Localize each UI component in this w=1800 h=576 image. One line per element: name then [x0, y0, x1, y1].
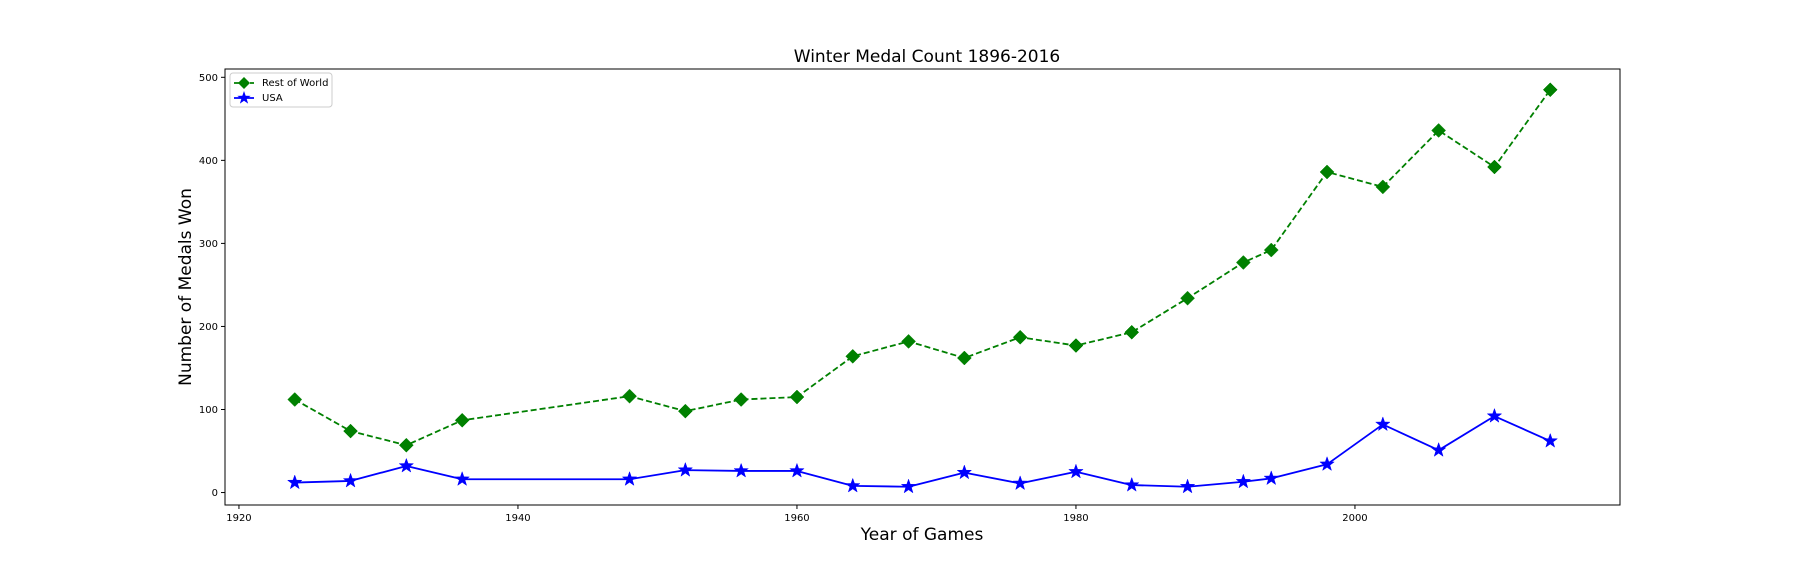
legend-box	[229, 72, 333, 108]
series-layer	[286, 82, 1559, 494]
legend-label-rest-of-world: Rest of World	[262, 78, 328, 89]
data-point-usa	[1542, 432, 1559, 448]
y-tick-label: 100	[199, 405, 218, 416]
data-point-rest-of-world	[956, 350, 972, 366]
data-point-usa	[1235, 473, 1252, 489]
chart-title: Winter Medal Count 1896-2016	[794, 47, 1060, 67]
legend-label-usa: USA	[262, 93, 283, 104]
y-tick-label: 400	[199, 156, 218, 167]
data-point-rest-of-world	[845, 348, 861, 364]
data-point-rest-of-world	[1235, 255, 1251, 270]
legend-diamond-marker	[238, 77, 250, 89]
y-tick-label: 300	[199, 239, 218, 250]
x-tick-label: 1960	[784, 513, 809, 524]
y-tick-label: 0	[212, 488, 218, 499]
data-point-usa	[1263, 470, 1280, 486]
data-point-usa	[1430, 441, 1447, 457]
data-point-usa	[1123, 476, 1140, 492]
x-axis-title: Year of Games	[860, 525, 984, 545]
data-point-rest-of-world	[287, 392, 303, 407]
data-point-rest-of-world	[1068, 338, 1084, 353]
y-tick-label: 200	[199, 322, 218, 333]
data-point-usa	[789, 462, 805, 478]
data-point-usa	[454, 470, 471, 486]
data-point-usa	[1068, 463, 1084, 479]
y-axis-title: Number of Medals Won	[176, 188, 196, 386]
data-point-rest-of-world	[343, 423, 358, 439]
legend: Rest of World USA	[229, 72, 333, 108]
data-point-rest-of-world	[677, 403, 693, 419]
data-point-usa	[900, 478, 917, 494]
data-point-rest-of-world	[1487, 159, 1502, 175]
data-point-rest-of-world	[901, 334, 916, 349]
data-point-rest-of-world	[1124, 324, 1140, 340]
data-point-usa	[677, 461, 694, 477]
data-point-usa	[1012, 475, 1029, 491]
data-point-rest-of-world	[733, 392, 749, 407]
data-point-usa	[342, 472, 359, 488]
data-point-usa	[956, 464, 973, 480]
data-point-rest-of-world	[1012, 329, 1028, 345]
x-tick-label: 1920	[226, 513, 251, 524]
data-point-usa	[621, 470, 638, 486]
series-line-usa	[294, 415, 1551, 488]
data-point-rest-of-world	[454, 412, 470, 428]
series-line-rest-of-world	[294, 89, 1551, 447]
data-point-rest-of-world	[1542, 82, 1558, 98]
x-tick-label: 1980	[1063, 513, 1088, 524]
data-point-usa	[1486, 407, 1503, 423]
legend-star-marker	[237, 91, 251, 104]
data-point-rest-of-world	[1319, 164, 1335, 180]
data-point-rest-of-world	[1180, 290, 1195, 306]
x-tick-label: 1940	[505, 513, 530, 524]
data-point-rest-of-world	[398, 437, 414, 453]
data-point-usa	[844, 477, 861, 493]
x-axis: 1920 1940 1960 1980 2000	[226, 505, 1368, 524]
data-point-usa	[1179, 478, 1196, 494]
data-point-usa	[398, 457, 415, 473]
data-point-usa	[286, 474, 303, 490]
y-tick-label: 500	[199, 73, 218, 84]
data-point-usa	[1374, 416, 1391, 432]
data-point-rest-of-world	[789, 389, 805, 405]
data-point-usa	[1319, 456, 1335, 471]
y-axis: 0 100 200 300 400 500	[199, 73, 225, 499]
data-point-usa	[733, 462, 750, 478]
data-point-rest-of-world	[622, 388, 637, 404]
data-point-rest-of-world	[1431, 123, 1447, 138]
data-point-rest-of-world	[1263, 242, 1279, 258]
data-point-rest-of-world	[1375, 179, 1391, 195]
plot-area-frame	[224, 68, 1621, 506]
x-tick-label: 2000	[1342, 513, 1367, 524]
